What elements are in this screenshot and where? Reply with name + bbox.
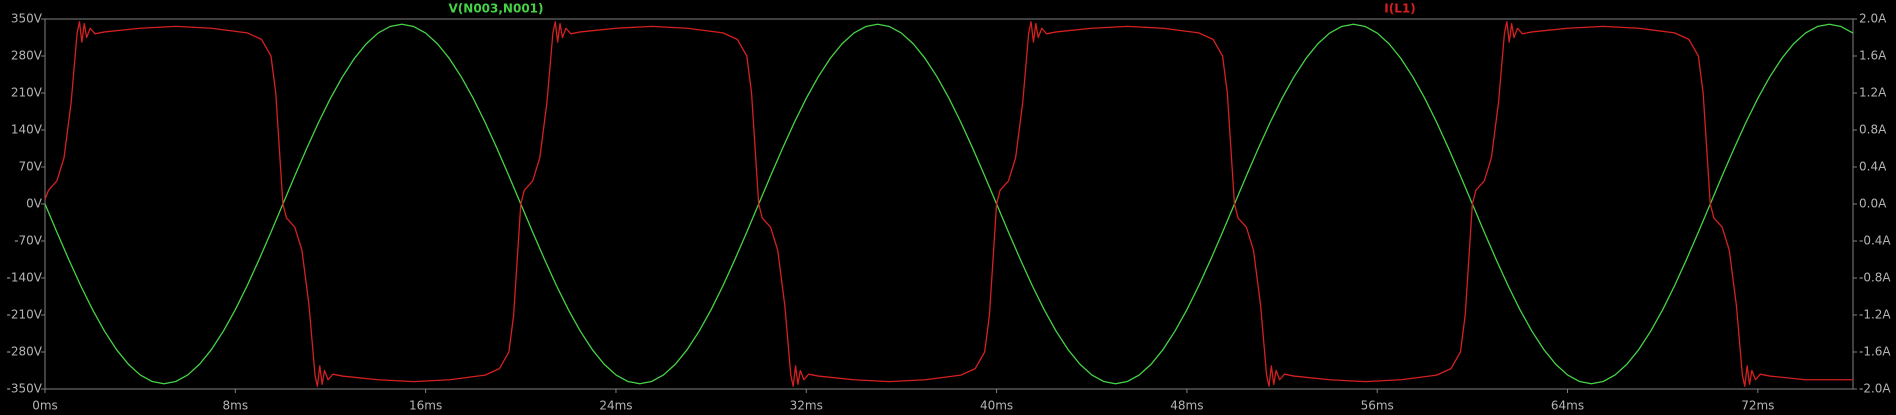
x-tick-label: 8ms [223,399,249,413]
y2-tick-label: 0.4A [1859,160,1887,174]
series-line [44,23,1854,385]
x-tick-label: 0ms [32,399,58,413]
y-tick-label: -210V [7,308,43,322]
y2-tick-label: -2.0A [1859,382,1891,396]
y2-tick-label: -1.6A [1859,345,1891,359]
x-tick-label: 40ms [980,399,1013,413]
y2-tick-label: -0.8A [1859,271,1891,285]
plot-frame [44,18,1854,390]
y-tick-label: 70V [19,160,43,174]
y-tick-label: 0V [26,197,43,211]
legend-entry: V(N003,N001) [449,2,544,16]
x-tick-label: 24ms [599,399,632,413]
y2-tick-label: 1.6A [1859,49,1887,63]
x-tick-label: 16ms [409,399,442,413]
x-tick-label: 56ms [1361,399,1394,413]
y-tick-label: 140V [11,123,43,137]
x-tick-label: 32ms [790,399,823,413]
y-tick-label: 280V [11,49,43,63]
y2-tick-label: -1.2A [1859,308,1891,322]
y-tick-label: -70V [14,234,43,248]
y2-tick-label: 1.2A [1859,86,1887,100]
x-tick-label: 64ms [1551,399,1584,413]
y-tick-label: -280V [7,345,43,359]
x-tick-label: 48ms [1170,399,1203,413]
y2-tick-label: 0.0A [1859,197,1887,211]
y-tick-label: 210V [11,86,43,100]
y-tick-label: -140V [7,271,43,285]
y-tick-label: 350V [11,12,43,26]
y2-tick-label: -0.4A [1859,234,1891,248]
x-tick-label: 72ms [1741,399,1774,413]
legend-entry: I(L1) [1384,2,1415,16]
y2-tick-label: 2.0A [1859,12,1887,26]
y-tick-label: -350V [7,382,43,396]
y2-tick-label: 0.8A [1859,123,1887,137]
series-line [44,21,1853,387]
